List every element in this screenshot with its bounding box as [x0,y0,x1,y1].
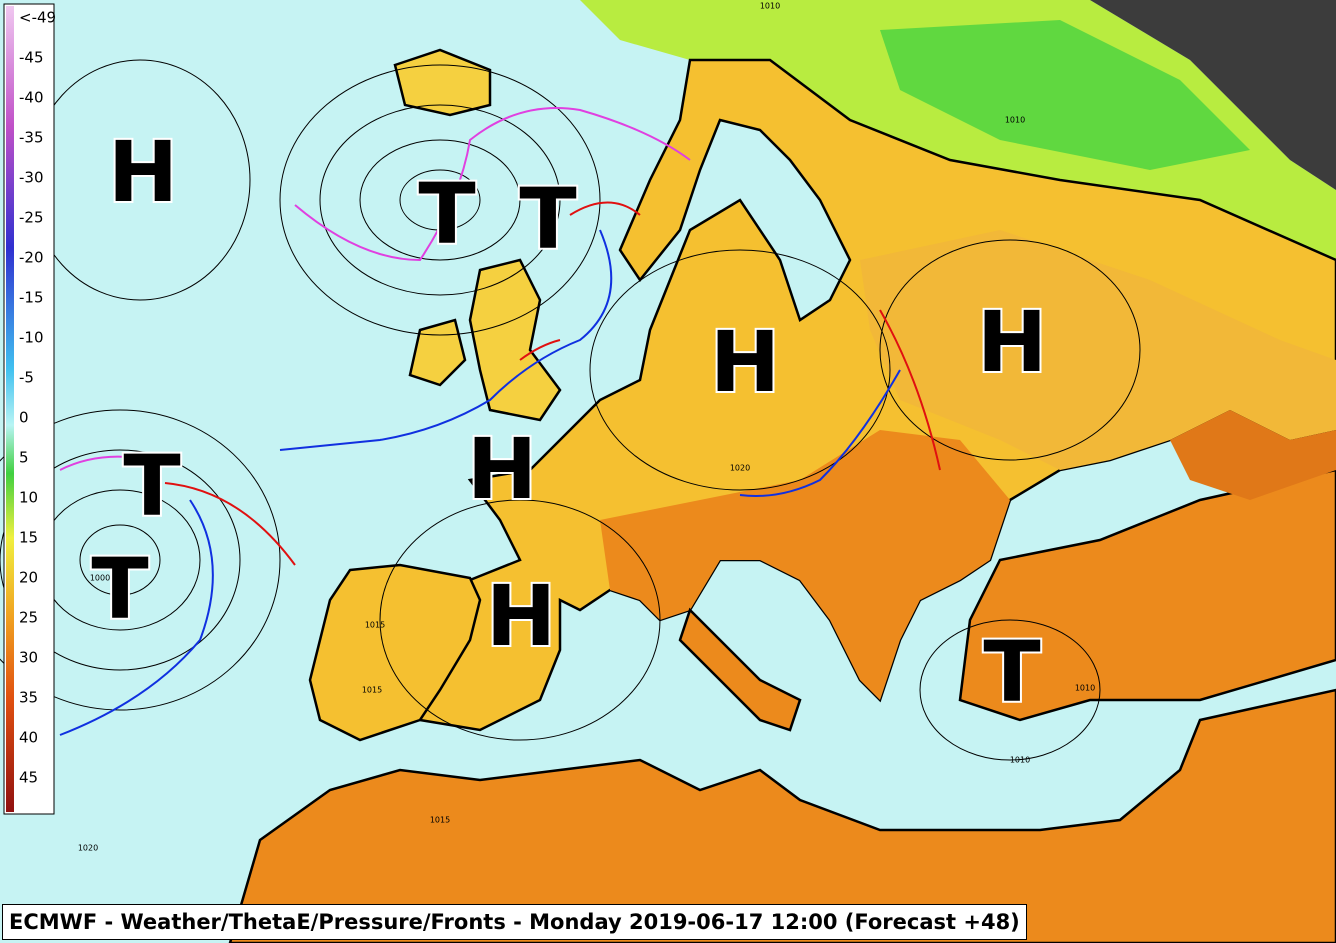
legend-label: -35 [19,129,44,147]
isobar-label: 1015 [365,621,385,630]
land-italy [678,607,802,732]
pressure-center: H [108,123,178,221]
legend-label: 5 [19,449,29,467]
legend: <-49 -45 -40 -35 -30 -25 -20 -15 -10 -5 0 5 10 15 20 25… [19,9,56,787]
legend-label: 15 [19,529,38,547]
land-arctic-cool [880,20,1250,170]
fronts [59,107,941,736]
legend-label: -30 [19,169,44,187]
pressure-center: T [983,623,1040,721]
pressure-center: T [418,165,475,263]
land-east [860,230,1336,470]
legend-label: -20 [19,249,44,267]
legend-label: 35 [19,689,38,707]
legend-label: 10 [19,489,38,507]
pressure-center: H [977,293,1047,391]
no-data-corner [1090,0,1336,190]
isobar-label: 1020 [730,464,750,473]
legend-label: 20 [19,569,38,587]
isobar-label: 1020 [78,844,98,853]
legend-label: -25 [19,209,44,227]
isobar-label: 1010 [1005,116,1025,125]
land-africa [228,688,1336,943]
land-anatolia [958,468,1336,722]
isobar-label: 1015 [430,816,450,825]
legend-label: <-49 [19,9,56,27]
land-europe [338,58,1336,732]
pressure-center: H [486,567,556,665]
legend-label: 45 [19,769,38,787]
land-caucasus [1170,410,1336,500]
land-balkans [600,430,1010,700]
legend-label: 40 [19,729,38,747]
legend-label: -5 [19,369,34,387]
isobar-label: 1015 [362,686,382,695]
legend-label: 30 [19,649,38,667]
land-britain [468,258,562,422]
legend-label: 0 [19,409,29,427]
isobar-label: 1010 [760,2,780,11]
map-title: ECMWF - Weather/ThetaE/Pressure/Fronts -… [2,904,1027,940]
legend-label: -15 [19,289,44,307]
pressure-center: T [519,170,576,268]
legend-colorbar [6,6,14,812]
land-ireland [408,318,467,387]
pressure-center: H [467,420,537,518]
pressure-center: T [123,437,180,535]
legend-label: -45 [19,49,44,67]
isobar-label: 1010 [1075,684,1095,693]
isobar-label: 1000 [90,574,110,583]
pressure-center: T [91,540,148,638]
land-iberia [308,563,482,742]
isobars [0,59,1141,761]
pressure-center: H [710,313,780,411]
legend-label: 25 [19,609,38,627]
isobar-label-layer: 1010 1010 1020 1015 1015 1010 1010 1020 1000 1015 [78,2,1095,853]
legend-label: -40 [19,89,44,107]
legend-label: -10 [19,329,44,347]
isobar-label: 1010 [1010,756,1030,765]
